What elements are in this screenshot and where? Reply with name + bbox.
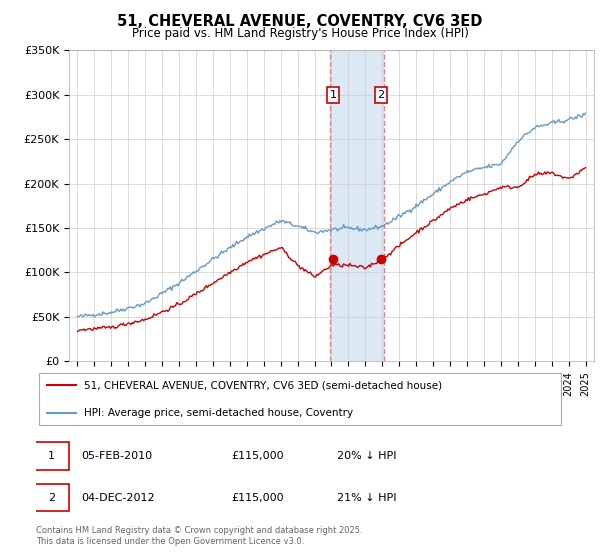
Text: 21% ↓ HPI: 21% ↓ HPI xyxy=(337,493,397,502)
FancyBboxPatch shape xyxy=(38,372,562,426)
Text: £115,000: £115,000 xyxy=(232,493,284,502)
Text: 2: 2 xyxy=(48,493,55,502)
Text: 51, CHEVERAL AVENUE, COVENTRY, CV6 3ED (semi-detached house): 51, CHEVERAL AVENUE, COVENTRY, CV6 3ED (… xyxy=(83,380,442,390)
FancyBboxPatch shape xyxy=(34,484,69,511)
Text: 2: 2 xyxy=(377,90,385,100)
Text: £115,000: £115,000 xyxy=(232,451,284,461)
Text: 1: 1 xyxy=(329,90,337,100)
Text: Price paid vs. HM Land Registry's House Price Index (HPI): Price paid vs. HM Land Registry's House … xyxy=(131,27,469,40)
Text: 05-FEB-2010: 05-FEB-2010 xyxy=(81,451,152,461)
Bar xyxy=(330,50,384,361)
Text: 1: 1 xyxy=(48,451,55,461)
Text: 04-DEC-2012: 04-DEC-2012 xyxy=(81,493,155,502)
Text: 51, CHEVERAL AVENUE, COVENTRY, CV6 3ED: 51, CHEVERAL AVENUE, COVENTRY, CV6 3ED xyxy=(118,14,482,29)
Text: Contains HM Land Registry data © Crown copyright and database right 2025.
This d: Contains HM Land Registry data © Crown c… xyxy=(36,526,362,546)
Text: HPI: Average price, semi-detached house, Coventry: HPI: Average price, semi-detached house,… xyxy=(83,408,353,418)
FancyBboxPatch shape xyxy=(34,442,69,470)
Text: 20% ↓ HPI: 20% ↓ HPI xyxy=(337,451,397,461)
